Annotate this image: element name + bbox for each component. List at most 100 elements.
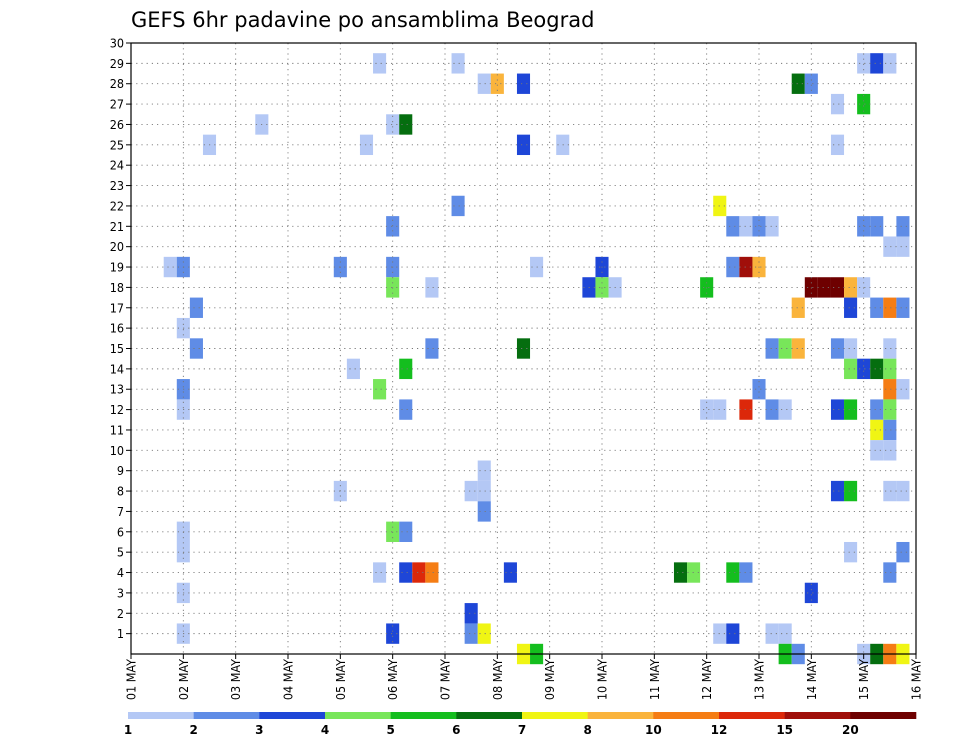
precip-cell xyxy=(883,297,897,318)
precip-cell xyxy=(830,134,845,156)
precip-cell xyxy=(883,562,897,583)
precip-cell xyxy=(896,216,910,237)
y-tick-label: 16 xyxy=(110,321,124,336)
colorbar-label: 8 xyxy=(583,723,591,737)
precip-cell xyxy=(844,399,858,420)
precip-cell xyxy=(857,53,871,74)
y-tick-label: 23 xyxy=(110,178,124,193)
precip-cell xyxy=(399,358,413,380)
x-axis: 01 MAY 02 MAY 03 MAY 04 MAY 05 MAY 06 MAY 07 M… xyxy=(124,654,924,700)
precip-cell xyxy=(425,277,439,298)
precip-cell xyxy=(739,256,753,278)
x-tick-label: 16 MAY xyxy=(909,659,924,700)
precip-cell xyxy=(883,236,897,257)
precip-cell xyxy=(359,134,374,156)
y-tick-label: 3 xyxy=(117,585,124,600)
precip-cell xyxy=(477,623,491,644)
precip-cell xyxy=(516,338,531,359)
y-tick-label: 8 xyxy=(117,484,124,499)
y-tick-label: 4 xyxy=(117,565,124,580)
y-tick-label: 18 xyxy=(110,280,124,295)
precip-cell xyxy=(726,562,740,583)
y-tick-label: 13 xyxy=(110,382,124,397)
precip-cell xyxy=(503,562,517,583)
colorbar-swatch xyxy=(719,712,785,719)
colorbar: 1 2 3 4 5 6 7 8 10 12 15 20 xyxy=(124,712,917,737)
precip-cell xyxy=(464,623,478,644)
precip-cell xyxy=(883,480,897,502)
y-tick-label: 2 xyxy=(117,606,124,621)
x-tick-label: 15 MAY xyxy=(856,659,871,700)
precip-cell xyxy=(373,53,387,74)
colorbar-label: 1 xyxy=(124,723,132,737)
precip-cell xyxy=(765,216,779,237)
precip-cell xyxy=(399,521,413,542)
precip-cell xyxy=(739,216,753,237)
colorbar-swatch xyxy=(522,712,588,719)
x-tick-label: 06 MAY xyxy=(385,659,400,700)
precip-cell xyxy=(791,297,805,318)
precip-cell xyxy=(516,134,531,156)
precip-cell xyxy=(870,358,884,380)
precip-cell xyxy=(896,480,910,502)
precip-cell xyxy=(883,338,897,359)
precip-cell xyxy=(817,277,831,298)
x-tick-label: 09 MAY xyxy=(542,659,557,700)
y-tick-label: 11 xyxy=(110,422,124,437)
precip-cell xyxy=(883,358,897,380)
colorbar-label: 3 xyxy=(255,723,263,737)
x-tick-label: 01 MAY xyxy=(124,659,139,700)
precip-cell xyxy=(765,623,779,644)
precip-cell xyxy=(373,562,387,583)
precip-cell xyxy=(464,603,478,624)
x-tick-label: 05 MAY xyxy=(333,659,348,700)
precip-cell xyxy=(857,358,871,380)
precip-cell xyxy=(896,297,910,318)
precip-cell xyxy=(425,562,439,583)
y-tick-label: 25 xyxy=(110,137,124,152)
x-tick-label: 14 MAY xyxy=(804,659,819,700)
precip-cell xyxy=(778,399,792,420)
colorbar-swatch xyxy=(587,712,654,719)
y-tick-label: 5 xyxy=(117,545,124,560)
precip-cell xyxy=(830,93,845,115)
precip-cell xyxy=(804,582,818,604)
x-tick-label: 02 MAY xyxy=(176,659,191,700)
y-tick-label: 22 xyxy=(110,198,124,213)
x-tick-label: 10 MAY xyxy=(595,659,610,700)
colorbar-label: 2 xyxy=(189,723,197,737)
precip-cell xyxy=(830,399,845,420)
precip-cell xyxy=(844,338,858,359)
precip-cell xyxy=(451,195,465,217)
precip-cell xyxy=(870,419,884,441)
y-tick-label: 9 xyxy=(117,463,124,478)
precip-cell xyxy=(883,379,897,400)
x-tick-label: 03 MAY xyxy=(228,659,243,700)
precip-cell xyxy=(752,379,766,400)
y-tick-label: 7 xyxy=(117,504,124,519)
colorbar-swatch xyxy=(390,712,457,719)
precip-cell xyxy=(673,562,688,583)
precip-cell xyxy=(189,297,203,318)
y-tick-label: 28 xyxy=(110,76,124,91)
precip-cell xyxy=(870,297,884,318)
colorbar-swatch xyxy=(850,712,917,719)
y-tick-label: 6 xyxy=(117,524,124,539)
precip-cell xyxy=(857,216,871,237)
precip-cell xyxy=(739,562,753,583)
precip-cell xyxy=(883,440,897,461)
y-tick-label: 27 xyxy=(110,97,124,112)
colorbar-label: 10 xyxy=(645,723,662,737)
colorbar-label: 5 xyxy=(386,723,394,737)
colorbar-swatch xyxy=(653,712,720,719)
colorbar-label: 12 xyxy=(711,723,728,737)
x-tick-label: 11 MAY xyxy=(647,659,662,700)
precip-cell xyxy=(844,480,858,502)
x-tick-label: 07 MAY xyxy=(438,659,453,700)
colorbar-swatch xyxy=(259,712,326,719)
y-tick-label: 12 xyxy=(110,402,124,417)
precip-cell xyxy=(883,419,897,441)
precip-cell xyxy=(726,623,740,644)
precip-cell xyxy=(189,338,203,359)
precip-cell xyxy=(726,216,740,237)
